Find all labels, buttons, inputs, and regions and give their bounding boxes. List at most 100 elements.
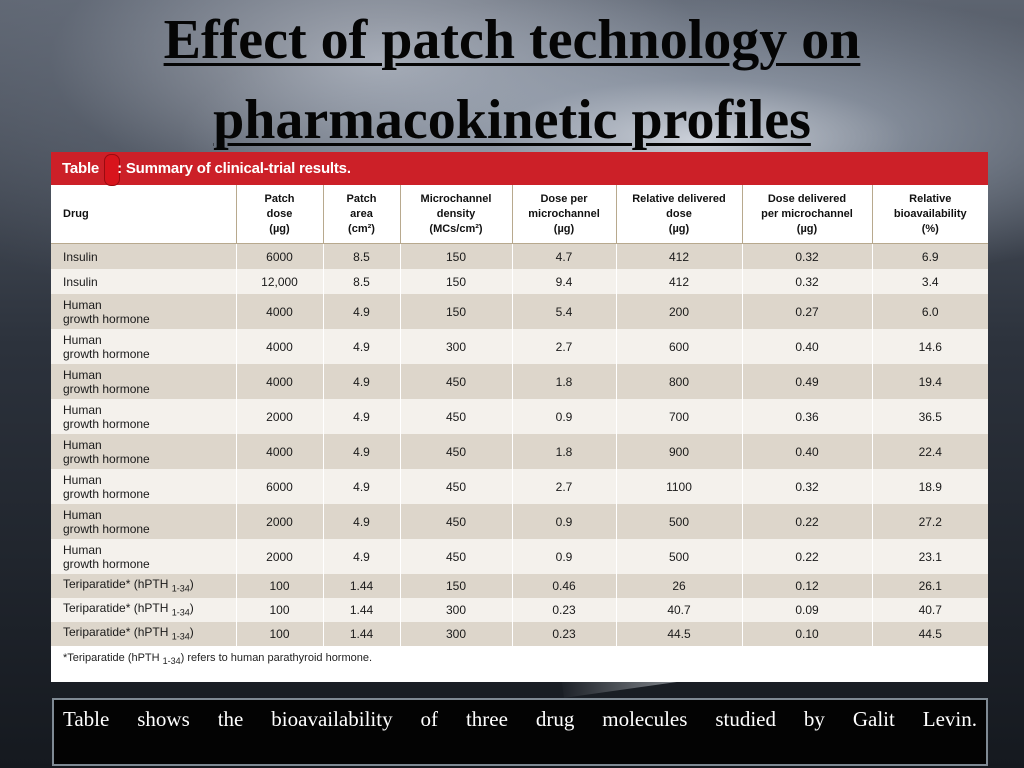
column-header-line: density <box>436 207 476 220</box>
cell-dpm: 5.4 <box>511 294 616 329</box>
cell-bio: 23.1 <box>871 539 988 574</box>
cell-ddpm: 0.40 <box>741 329 872 364</box>
cell-dpm: 1.8 <box>511 434 616 469</box>
drug-name: Human <box>63 542 102 557</box>
cell-rdd: 600 <box>615 329 742 364</box>
cell-dose: 4000 <box>235 329 323 364</box>
cell-dpm: 0.46 <box>511 574 616 598</box>
drug-name-line-2: growth hormone <box>63 556 150 571</box>
cell-bio: 14.6 <box>871 329 988 364</box>
cell-dose: 2000 <box>235 399 323 434</box>
cell-area: 1.44 <box>322 598 400 622</box>
drug-cell: Teriparatide* (hPTH 1-34) <box>51 574 236 598</box>
column-header-line: (µg) <box>269 222 290 235</box>
cell-dpm: 4.7 <box>511 243 616 269</box>
cell-ddpm: 0.49 <box>741 364 872 399</box>
drug-name-line-2: growth hormone <box>63 416 150 431</box>
cell-area: 8.5 <box>322 243 400 269</box>
cell-rdd: 26 <box>615 574 742 598</box>
table-row: Insulin 6000 8.5 150 4.7 412 0.32 6.9 <box>51 243 988 269</box>
column-header: Microchannel density (MCs/cm²) <box>399 185 512 244</box>
drug-name-line-2: growth hormone <box>63 521 150 536</box>
table-row: Teriparatide* (hPTH 1-34) 100 1.44 300 0.23 4… <box>51 622 988 646</box>
table-row: Human growth hormone 4000 4.9 450 1.8 900 0.40 2… <box>51 434 988 469</box>
cell-area: 4.9 <box>322 294 400 329</box>
cell-density: 150 <box>399 243 512 269</box>
drug-cell: Human growth hormone <box>51 364 236 399</box>
cell-density: 150 <box>399 574 512 598</box>
cell-dpm: 0.9 <box>511 399 616 434</box>
drug-name: Human <box>63 402 102 417</box>
cell-ddpm: 0.22 <box>741 539 872 574</box>
table-footnote: *Teriparatide (hPTH 1-34) refers to huma… <box>51 646 988 667</box>
column-header: Dose per microchannel (µg) <box>511 185 616 244</box>
cell-density: 450 <box>399 364 512 399</box>
cell-ddpm: 0.32 <box>741 243 872 269</box>
cell-rdd: 800 <box>615 364 742 399</box>
drug-subscript: 1-34 <box>171 607 190 618</box>
table-row: Teriparatide* (hPTH 1-34) 100 1.44 300 0.23 4… <box>51 598 988 622</box>
drug-subscript: 1-34 <box>171 583 190 594</box>
column-header-line: area <box>350 207 373 220</box>
cell-dpm: 0.9 <box>511 539 616 574</box>
cell-area: 4.9 <box>322 434 400 469</box>
drug-name-line-2: growth hormone <box>63 311 150 326</box>
column-header-line: (%) <box>921 222 939 235</box>
cell-dose: 4000 <box>235 434 323 469</box>
drug-name-line-2: growth hormone <box>63 381 150 396</box>
drug-name-line-2: growth hormone <box>63 486 150 501</box>
cell-area: 1.44 <box>322 622 400 646</box>
cell-density: 150 <box>399 269 512 294</box>
drug-name: Teriparatide* (hPTH <box>63 624 172 639</box>
drug-cell: Human growth hormone <box>51 294 236 329</box>
column-header-line: per microchannel <box>761 207 853 220</box>
cell-rdd: 1100 <box>615 469 742 504</box>
drug-cell: Human growth hormone <box>51 434 236 469</box>
drug-name-line-2: growth hormone <box>63 346 150 361</box>
column-header-line: (MCs/cm²) <box>429 222 483 235</box>
red-pointer-marker <box>104 154 120 186</box>
cell-ddpm: 0.32 <box>741 269 872 294</box>
cell-rdd: 412 <box>615 269 742 294</box>
drug-name: Human <box>63 507 102 522</box>
cell-ddpm: 0.22 <box>741 504 872 539</box>
cell-dose: 12,000 <box>235 269 323 294</box>
cell-dose: 2000 <box>235 539 323 574</box>
column-header: Relative delivered dose (µg) <box>615 185 742 244</box>
drug-cell: Insulin <box>51 243 236 269</box>
cell-bio: 6.9 <box>871 243 988 269</box>
table-row: Human growth hormone 4000 4.9 150 5.4 200 0.27 6… <box>51 294 988 329</box>
drug-cell: Human growth hormone <box>51 469 236 504</box>
drug-name: Human <box>63 297 102 312</box>
table-caption: : Summary of clinical-trial results. <box>117 160 351 177</box>
cell-area: 4.9 <box>322 329 400 364</box>
cell-dose: 2000 <box>235 504 323 539</box>
column-header-line: Relative <box>909 192 952 205</box>
drug-name: Human <box>63 437 102 452</box>
cell-area: 4.9 <box>322 469 400 504</box>
cell-bio: 22.4 <box>871 434 988 469</box>
drug-name-end: ) <box>189 576 194 591</box>
column-header-line: Patch <box>264 192 295 205</box>
cell-dpm: 9.4 <box>511 269 616 294</box>
cell-rdd: 700 <box>615 399 742 434</box>
cell-bio: 44.5 <box>871 622 988 646</box>
cell-dose: 6000 <box>235 243 323 269</box>
table-row: Human growth hormone 2000 4.9 450 0.9 700 0.36 3… <box>51 399 988 434</box>
cell-bio: 36.5 <box>871 399 988 434</box>
cell-bio: 40.7 <box>871 598 988 622</box>
cell-ddpm: 0.32 <box>741 469 872 504</box>
cell-dose: 100 <box>235 598 323 622</box>
table-row: Human growth hormone 2000 4.9 450 0.9 500 0.22 2… <box>51 504 988 539</box>
cell-dpm: 0.9 <box>511 504 616 539</box>
drug-cell: Insulin <box>51 269 236 294</box>
drug-name: Insulin <box>63 249 98 264</box>
cell-density: 450 <box>399 399 512 434</box>
cell-density: 450 <box>399 539 512 574</box>
column-header-line: dose <box>266 207 293 220</box>
cell-area: 4.9 <box>322 539 400 574</box>
drug-cell: Human growth hormone <box>51 539 236 574</box>
column-header-line: dose <box>666 207 692 220</box>
cell-area: 8.5 <box>322 269 400 294</box>
cell-bio: 3.4 <box>871 269 988 294</box>
